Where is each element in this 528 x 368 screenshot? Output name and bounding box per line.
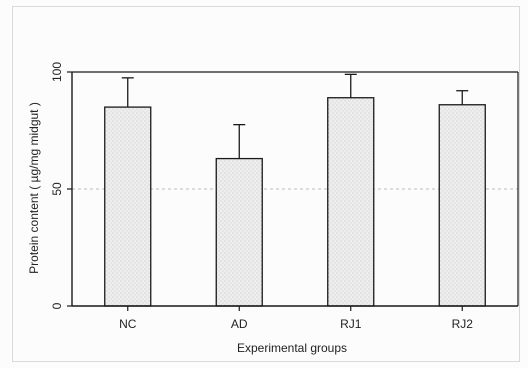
labels-layer: NC AD RJ1 RJ2 0 50 100: [50, 62, 473, 331]
x-tick-label-ad: AD: [231, 317, 248, 331]
y-axis-title: Protein content ( µg/mg midgut ): [27, 102, 41, 274]
figure-frame: [12, 6, 520, 362]
bar-nc: [104, 106, 152, 307]
axes-layer: [67, 71, 519, 311]
x-tick-label-rj1: RJ1: [340, 317, 362, 331]
bar-rj2: [438, 104, 486, 307]
bars-layer: [104, 73, 486, 307]
x-tick-label-rj2: RJ2: [452, 317, 474, 331]
y-tick-label-50: 50: [50, 182, 64, 196]
y-tick-label-100: 100: [50, 62, 64, 82]
y-tick-label-0: 0: [50, 302, 64, 309]
bar-ad: [215, 157, 263, 307]
x-axis-title: Experimental groups: [237, 341, 347, 355]
bar-rj1: [327, 97, 375, 307]
x-tick-label-nc: NC: [119, 317, 137, 331]
